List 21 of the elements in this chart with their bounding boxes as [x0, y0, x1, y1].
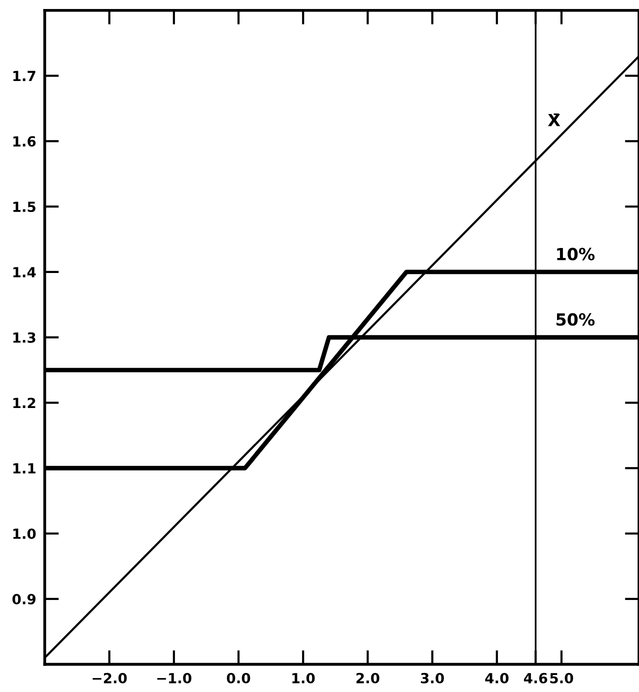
x-tick-label: 4.0: [485, 672, 509, 684]
y-tick-label: 0.9: [12, 594, 36, 604]
x-tick-label: −2.0: [92, 672, 127, 684]
x-tick-label: −1.0: [157, 672, 192, 684]
x-tick-label: 5.0: [550, 672, 574, 684]
y-tick-label: 1.5: [13, 202, 36, 212]
x-tick-label: 3.0: [420, 672, 444, 684]
y-tick-label: 1.0: [13, 528, 36, 540]
y-tick-label: 1.4: [13, 267, 36, 278]
x-tick-label: 2.0: [356, 672, 380, 684]
y-tick-label: 1.7: [13, 70, 36, 82]
series-label: 10%: [557, 248, 595, 260]
x-tick-label: 4.6: [524, 672, 548, 684]
series-label: X̄: [548, 113, 560, 126]
series-label: 50%: [556, 313, 595, 326]
x-tick-label: 1.0: [292, 672, 315, 684]
y-tick-label: 1.3: [13, 332, 36, 343]
y-tick-label: 1.6: [13, 136, 36, 147]
x-tick-label: 0.0: [226, 672, 250, 684]
y-tick-label: 1.2: [13, 398, 36, 408]
y-tick-label: 1.1: [13, 463, 36, 474]
